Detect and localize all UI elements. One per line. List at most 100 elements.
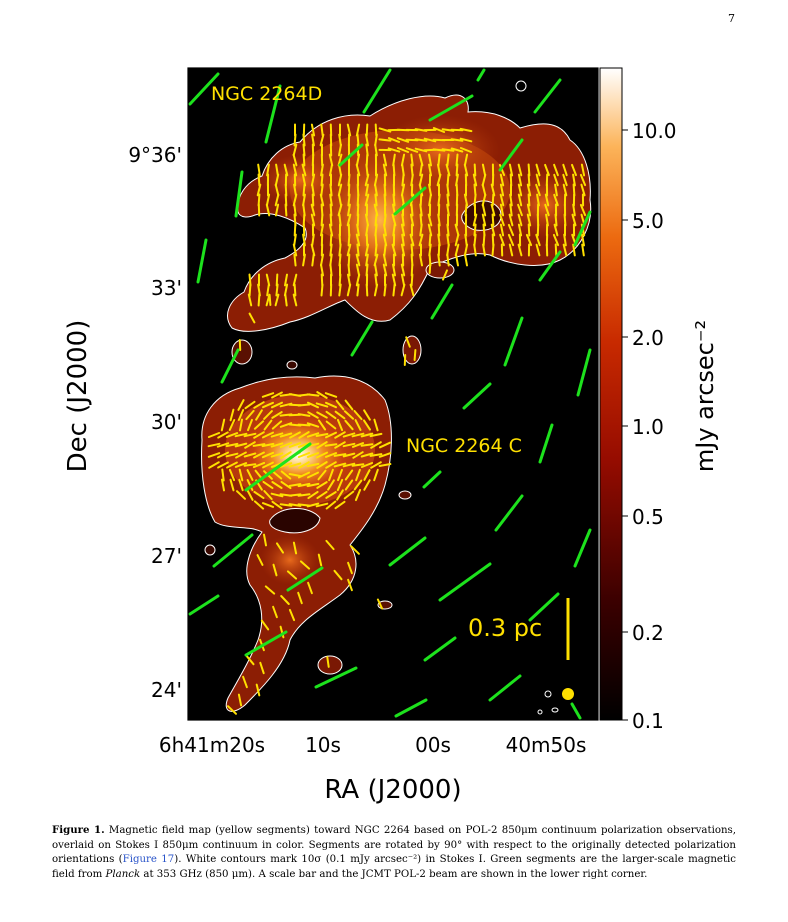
polarization-segment: [544, 163, 550, 177]
polarization-segment: [490, 183, 496, 197]
polarization-segment: [580, 183, 586, 197]
polarization-segment: [401, 213, 405, 227]
polarization-segment: [306, 452, 320, 458]
dec-tick-label: 33': [151, 276, 182, 300]
polarization-segment: [454, 233, 460, 247]
polarization-segment: [347, 561, 353, 575]
polarization-segment: [363, 479, 371, 491]
polarization-segment: [353, 409, 363, 421]
polarization-segment: [355, 253, 361, 267]
polarization-segment: [400, 283, 406, 297]
polarization-segment: [374, 243, 378, 257]
polarization-segment: [354, 419, 362, 431]
polarization-segment: [336, 478, 344, 492]
polarization-segment: [325, 410, 337, 420]
polarization-segment: [261, 502, 275, 508]
polarization-segment: [378, 463, 392, 467]
polarization-segment: [315, 433, 329, 437]
polarization-segment: [374, 183, 378, 197]
polarization-segment: [297, 403, 311, 407]
polarization-segment: [237, 693, 243, 707]
polarization-segment: [253, 431, 265, 439]
polarization-segment: [446, 203, 450, 217]
polarization-segment: [244, 441, 256, 449]
polarization-segment: [419, 203, 423, 217]
polarization-segment: [419, 223, 423, 237]
polarization-segment: [274, 293, 280, 307]
polarization-segment: [293, 183, 297, 197]
polarization-segment: [581, 243, 585, 257]
polarization-segment: [347, 193, 351, 207]
polarization-segment: [289, 431, 301, 439]
polarization-segment: [260, 619, 270, 631]
polarization-segment: [517, 243, 523, 257]
polarization-segment: [280, 480, 292, 490]
polarization-segment: [292, 243, 298, 257]
polarization-segment: [229, 478, 235, 492]
polarization-segment: [347, 578, 353, 592]
polarization-segment: [342, 432, 356, 438]
polarization-segment: [346, 283, 352, 297]
polarization-segment: [336, 418, 344, 432]
polarization-segment: [279, 503, 293, 507]
polarization-segment: [442, 269, 448, 281]
polarization-segment: [365, 253, 369, 267]
polarization-segment: [325, 431, 337, 439]
polarization-segment: [306, 462, 320, 468]
polarization-segment: [302, 253, 306, 267]
polarization-segment: [329, 233, 333, 247]
polarization-segment: [365, 183, 369, 197]
polarization-segment: [580, 163, 586, 177]
polarization-segment: [374, 143, 378, 157]
polarization-segment: [275, 273, 279, 287]
polarization-segment: [355, 273, 361, 287]
polarization-segment: [351, 442, 365, 448]
polarization-segment: [554, 213, 558, 227]
caption-figure-link[interactable]: Figure 17: [122, 854, 175, 866]
polarization-segment: [347, 233, 351, 247]
polarization-segment: [490, 203, 496, 217]
polarization-segment: [319, 133, 325, 147]
polarization-segment: [261, 451, 275, 459]
polarization-segment: [360, 462, 374, 468]
polarization-segment: [365, 213, 369, 227]
polarization-segment: [286, 570, 298, 580]
polarization-segment: [482, 243, 486, 257]
polarization-segment: [320, 283, 324, 297]
polarization-segment: [427, 213, 433, 227]
polarization-segment: [554, 243, 558, 257]
polarization-segment: [473, 233, 477, 247]
polarization-segment: [284, 203, 288, 217]
polarization-segment: [360, 443, 374, 447]
colorbar-tick-label: 2.0: [632, 326, 664, 350]
polarization-segment: [446, 233, 450, 247]
polarization-segment: [373, 283, 379, 297]
polarization-segment: [306, 393, 320, 397]
polarization-segment: [302, 233, 306, 247]
polarization-segment: [253, 500, 265, 510]
polarization-segment: [481, 173, 487, 187]
polarization-segment: [410, 263, 414, 277]
polarization-segment: [252, 443, 266, 447]
polarization-segment: [463, 243, 469, 257]
polarization-segment: [498, 163, 506, 177]
polarization-segment: [526, 203, 532, 217]
polarization-segment: [263, 490, 273, 500]
polarization-segment: [297, 482, 311, 488]
polarization-segment: [325, 491, 337, 499]
polarization-segment: [400, 263, 406, 277]
polarization-segment: [454, 243, 460, 257]
polarization-segment: [262, 431, 274, 439]
polarization-segment: [374, 123, 378, 137]
polarization-segment: [507, 223, 515, 237]
polarization-segment: [383, 243, 387, 257]
polarization-segment: [316, 490, 328, 500]
polarization-segment: [572, 203, 576, 217]
polarization-segment: [266, 163, 270, 177]
polarization-segment: [347, 273, 351, 287]
polarization-segment: [347, 263, 351, 277]
magnetic-field-map-figure: NGC 2264D NGC 2264 C 0.3 pc 9°36' 33' 30…: [63, 67, 719, 805]
polarization-segment: [288, 608, 296, 622]
polarization-segment: [562, 173, 568, 187]
polarization-segment: [499, 193, 505, 207]
